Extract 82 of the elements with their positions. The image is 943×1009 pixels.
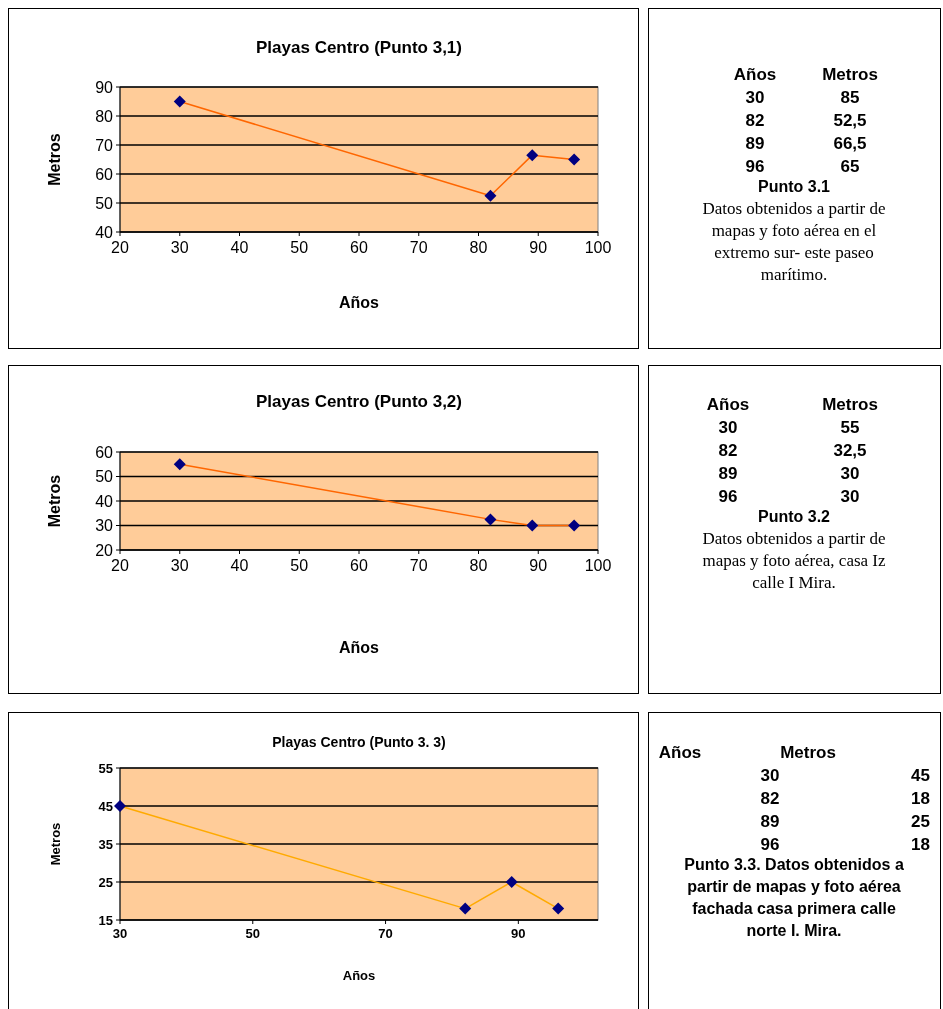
text: 30	[745, 88, 765, 107]
y-tick-label: 35	[98, 836, 113, 852]
x-axis-title: Años	[342, 968, 376, 983]
text: 65	[840, 157, 860, 176]
text: 82	[745, 111, 765, 130]
x-tick-label: 50	[290, 556, 309, 574]
x-tick-label: 70	[378, 926, 393, 942]
text: 82	[718, 441, 738, 460]
x-tick-label: 90	[511, 926, 526, 942]
y-tick-label: 70	[95, 136, 114, 154]
y-tick-label: 60	[95, 165, 114, 183]
x-tick-label: 50	[290, 238, 309, 256]
y-axis-title: Metros	[46, 133, 63, 186]
x-axis-title: Años	[339, 639, 380, 656]
y-tick-label: 20	[95, 541, 114, 559]
text: 96	[760, 835, 780, 854]
x-tick-label: 90	[529, 238, 548, 256]
text: Años	[733, 65, 777, 84]
y-tick-label: 90	[95, 78, 114, 96]
text: Datos obtenidos a partir de mapas y foto aérea en el extremo sur- este paseo marítimo.	[702, 199, 886, 284]
text: 52,5	[833, 111, 867, 130]
text: Datos obtenidos a partir de mapas y foto aérea, casa Iz calle I Mira.	[702, 529, 887, 592]
text: 18	[911, 789, 930, 808]
text: 96	[718, 487, 738, 506]
x-tick-label: 90	[529, 556, 548, 574]
x-tick-label: 30	[170, 556, 189, 574]
text: Metros	[822, 395, 878, 414]
y-tick-label: 80	[95, 107, 114, 125]
y-axis-title: Metros	[48, 822, 63, 866]
x-tick-label: 50	[245, 926, 261, 942]
text: 85	[840, 88, 860, 107]
x-tick-label: 70	[409, 238, 428, 256]
x-tick-label: 60	[350, 238, 368, 256]
chart-title: Playas Centro (Punto 3. 3)	[272, 734, 446, 750]
x-tick-label: 20	[111, 556, 129, 574]
text: Años	[658, 743, 702, 762]
y-tick-label: 60	[95, 443, 114, 461]
text: 30	[760, 766, 780, 785]
text: 89	[760, 812, 780, 831]
y-tick-label: 45	[98, 798, 113, 814]
y-tick-label: 25	[98, 874, 113, 890]
text: 18	[911, 835, 930, 854]
x-tick-label: 70	[409, 556, 428, 574]
text: 66,5	[833, 134, 867, 153]
x-tick-label: 30	[170, 238, 189, 256]
text: 45	[911, 766, 930, 785]
x-tick-label: 20	[111, 238, 129, 256]
y-tick-label: 40	[95, 492, 114, 510]
x-tick-label: 80	[469, 238, 488, 256]
x-tick-label: 80	[469, 556, 488, 574]
text: Punto 3.1	[757, 178, 831, 195]
text: 30	[840, 487, 860, 506]
text: Metros	[822, 65, 878, 84]
text: Años	[706, 395, 750, 414]
text: Punto 3.2	[757, 508, 831, 525]
y-tick-label: 30	[95, 517, 114, 535]
x-tick-label: 60	[350, 556, 368, 574]
text: 55	[840, 418, 860, 437]
text: Metros	[780, 743, 836, 762]
chart-title: Playas Centro (Punto 3,2)	[256, 392, 462, 411]
y-tick-label: 55	[98, 760, 113, 776]
y-tick-label: 15	[98, 912, 113, 928]
text: 96	[745, 157, 765, 176]
y-tick-label: 40	[95, 223, 114, 241]
text: 30	[840, 464, 860, 483]
text: 89	[745, 134, 765, 153]
y-tick-label: 50	[95, 468, 114, 486]
x-tick-label: 40	[230, 556, 249, 574]
text: Punto 3.3. Datos obtenidos a partir de mapas y foto aérea fachada casa primera calle norte I. Mira.	[684, 856, 904, 939]
y-axis-title: Metros	[46, 474, 63, 528]
x-axis-title: Años	[339, 294, 380, 311]
x-tick-label: 100	[584, 556, 612, 574]
text: 89	[718, 464, 738, 483]
y-tick-label: 50	[95, 194, 114, 212]
text: 82	[760, 789, 780, 808]
x-tick-label: 30	[112, 926, 128, 942]
text: 32,5	[833, 441, 867, 460]
chart-title: Playas Centro (Punto 3,1)	[256, 38, 462, 57]
x-tick-label: 40	[230, 238, 249, 256]
text: 25	[911, 812, 930, 831]
text: 30	[718, 418, 738, 437]
x-tick-label: 100	[584, 238, 612, 256]
